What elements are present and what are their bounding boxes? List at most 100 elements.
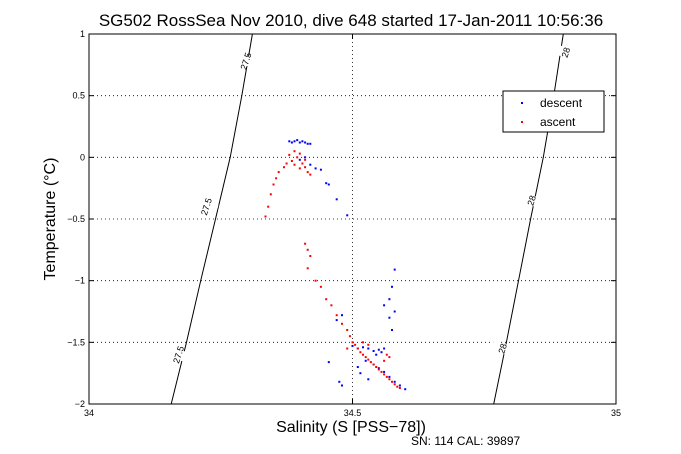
descent-point xyxy=(327,183,330,186)
ascent-point xyxy=(298,167,301,170)
legend-marker-ascent xyxy=(521,121,523,123)
descent-point xyxy=(380,351,383,354)
ascent-point xyxy=(267,205,270,208)
legend-label-ascent: ascent xyxy=(540,115,576,129)
descent-point xyxy=(319,168,322,171)
ascent-point xyxy=(319,285,322,288)
y-tick-label: −2 xyxy=(75,399,85,409)
ascent-point xyxy=(383,359,386,362)
y-tick-label: 1 xyxy=(80,29,85,39)
descent-point xyxy=(388,316,391,319)
contour-label-mask xyxy=(194,198,219,215)
descent-point xyxy=(364,359,367,362)
descent-point xyxy=(298,141,301,144)
x-axis-label: Salinity (S [PSS−78]) xyxy=(276,419,426,436)
descent-point xyxy=(288,140,291,143)
ascent-point xyxy=(264,215,267,218)
legend-marker-descent xyxy=(521,102,523,104)
axis-ticks: 34 34.5 35 −2 −1.5 −1 −0.5 0 0.5 1 xyxy=(67,29,621,418)
y-tick-label: −1 xyxy=(75,276,85,286)
descent-point xyxy=(293,140,296,143)
descent-point xyxy=(335,198,338,201)
ascent-point xyxy=(283,166,285,169)
ascent-point xyxy=(304,158,307,161)
ascent-point xyxy=(393,383,396,386)
descent-point xyxy=(393,310,396,313)
contour-label-mask xyxy=(490,340,515,357)
ascent-point xyxy=(362,353,364,356)
ascent-point xyxy=(288,153,291,156)
serial-cal-footer: SN: 114 CAL: 39897 xyxy=(411,434,521,448)
ascent-point xyxy=(293,150,296,153)
chart-title: SG502 RossSea Nov 2010, dive 648 started… xyxy=(99,11,603,30)
descent-point xyxy=(296,139,299,142)
contour-label-mask xyxy=(234,52,259,70)
descent-point xyxy=(383,370,386,373)
descent-point xyxy=(367,378,370,381)
ascent-point xyxy=(367,343,370,346)
descent-point xyxy=(325,182,328,185)
descent-point xyxy=(388,375,391,378)
ascent-point xyxy=(383,373,386,376)
descent-point xyxy=(351,345,354,347)
descent-point xyxy=(398,384,401,387)
ascent-point xyxy=(335,314,338,317)
grid-lines xyxy=(89,34,616,404)
contour-label-mask xyxy=(166,346,191,363)
ascent-point xyxy=(306,248,309,251)
ascent-point xyxy=(354,343,357,346)
descent-point xyxy=(341,314,343,317)
ascent-point xyxy=(272,183,275,186)
x-tick-label: 34 xyxy=(84,408,94,418)
y-tick-label: −0.5 xyxy=(67,214,85,224)
ascent-point xyxy=(351,341,354,344)
ascent-point xyxy=(290,160,293,162)
ascent-point xyxy=(309,255,312,257)
ascent-point xyxy=(388,378,391,381)
ascent-point xyxy=(377,368,380,371)
descent-point xyxy=(341,384,343,387)
descent-point xyxy=(327,361,330,364)
descent-point xyxy=(314,167,317,170)
ascent-point xyxy=(346,347,349,350)
contour-label: 28 xyxy=(496,342,509,355)
descent-point xyxy=(375,353,378,356)
y-tick-label: 0.5 xyxy=(72,91,85,101)
y-axis-label: Temperature (°C) xyxy=(42,158,59,281)
ascent-point xyxy=(341,322,343,325)
ascent-point xyxy=(369,361,372,364)
descent-point xyxy=(377,348,380,351)
ascent-point xyxy=(309,173,312,176)
density-contour-27-5 xyxy=(170,33,253,405)
descent-point xyxy=(383,347,386,350)
contour-label: 28 xyxy=(560,46,573,59)
ascent-point xyxy=(293,163,296,166)
ascent-point xyxy=(325,298,328,301)
descent-point xyxy=(372,350,375,352)
descent-point xyxy=(309,163,312,166)
legend: descent ascent xyxy=(502,90,605,133)
descent-point xyxy=(388,298,391,301)
ascent-point xyxy=(301,162,304,165)
ascent-point xyxy=(396,385,399,388)
ascent-point xyxy=(269,193,272,196)
ascent-point xyxy=(367,358,370,361)
ascent-point xyxy=(348,335,351,338)
ascent-point xyxy=(346,329,349,331)
ascent-point xyxy=(285,162,288,165)
descent-point xyxy=(393,268,396,271)
ascent-point xyxy=(364,356,367,359)
descent-point xyxy=(356,366,359,368)
x-tick-label: 35 xyxy=(611,408,621,418)
y-tick-label: −1.5 xyxy=(67,337,85,347)
descent-point xyxy=(391,329,393,331)
ascent-point xyxy=(375,366,378,368)
descent-point xyxy=(393,380,396,383)
descent-point xyxy=(306,142,309,145)
ascent-point xyxy=(372,363,375,366)
data-points xyxy=(264,139,407,391)
ascent-point xyxy=(362,341,364,344)
descent-point xyxy=(367,347,370,350)
